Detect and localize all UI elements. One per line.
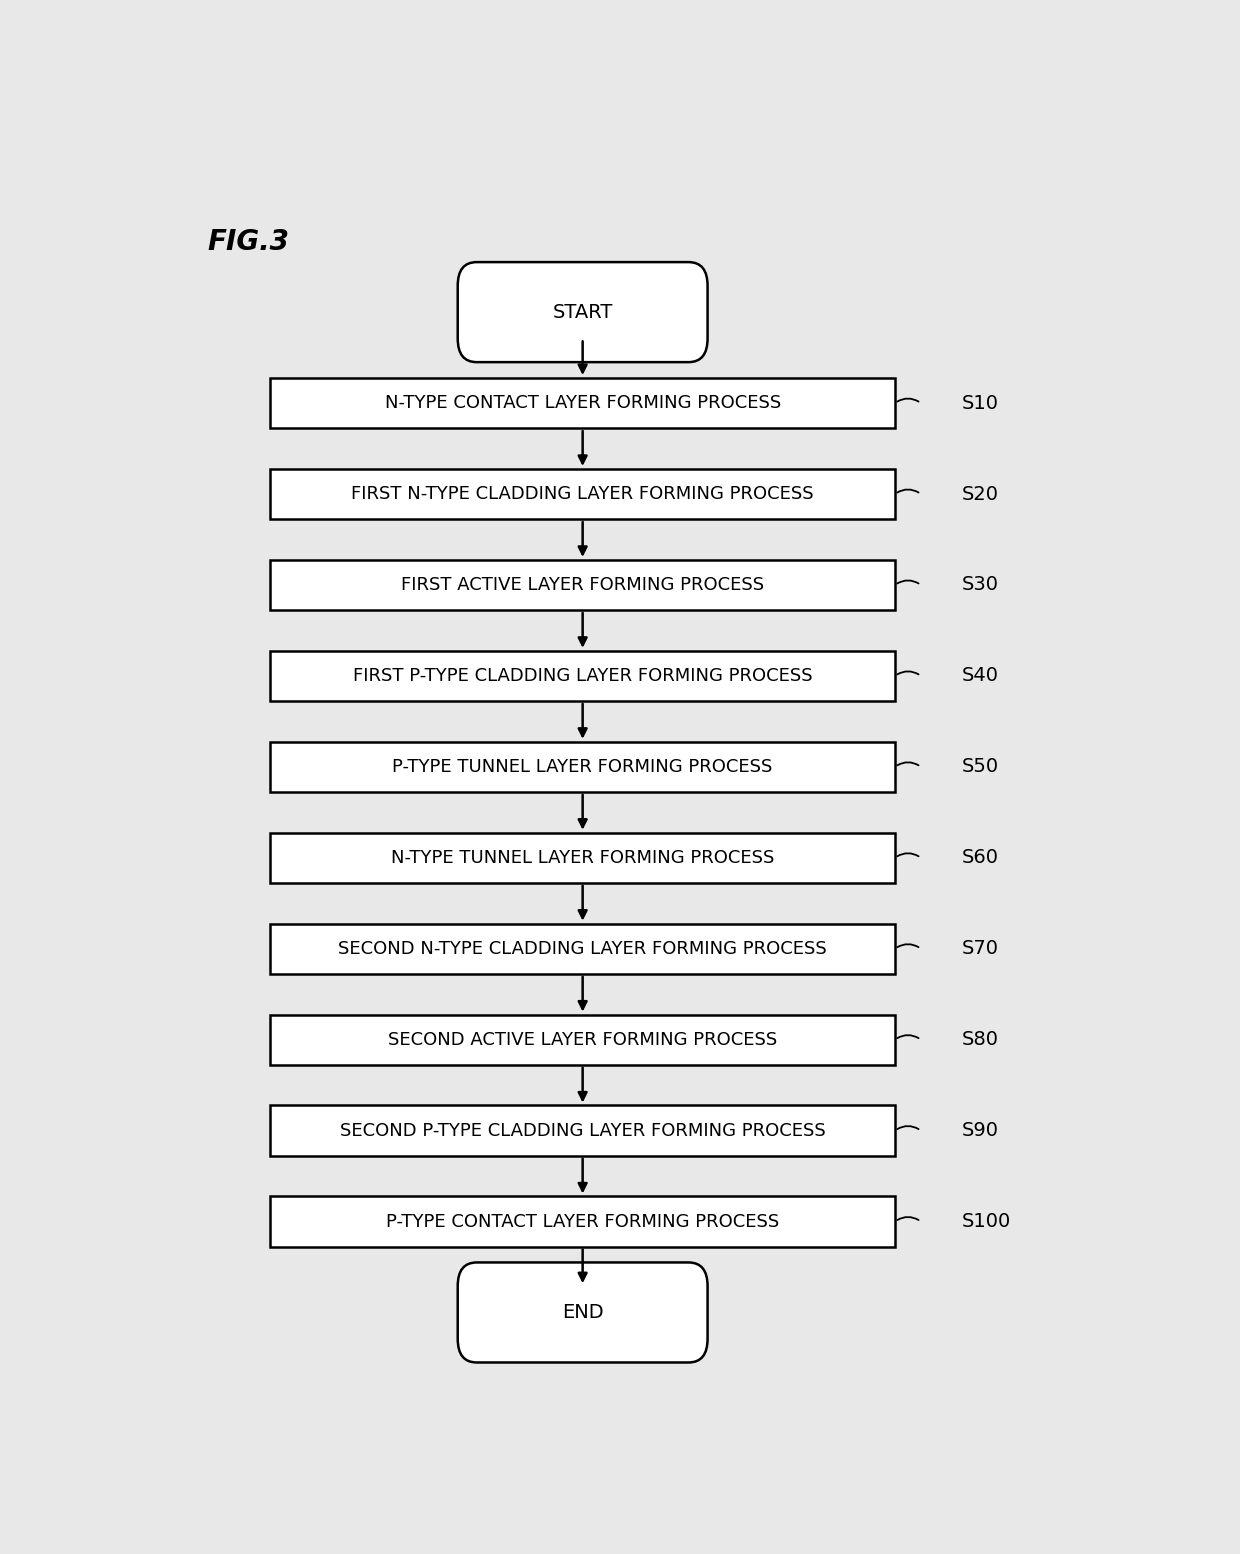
Text: S90: S90 [962,1120,999,1141]
FancyBboxPatch shape [458,263,708,362]
Text: START: START [553,303,613,322]
Text: N-TYPE CONTACT LAYER FORMING PROCESS: N-TYPE CONTACT LAYER FORMING PROCESS [384,395,781,412]
Text: S80: S80 [962,1030,999,1049]
Text: S20: S20 [962,485,999,503]
FancyBboxPatch shape [270,923,895,974]
Text: FIRST P-TYPE CLADDING LAYER FORMING PROCESS: FIRST P-TYPE CLADDING LAYER FORMING PROC… [353,667,812,685]
Text: N-TYPE TUNNEL LAYER FORMING PROCESS: N-TYPE TUNNEL LAYER FORMING PROCESS [391,848,774,867]
Text: END: END [562,1302,604,1322]
Text: S40: S40 [962,667,999,685]
FancyBboxPatch shape [270,378,895,429]
Text: FIRST N-TYPE CLADDING LAYER FORMING PROCESS: FIRST N-TYPE CLADDING LAYER FORMING PROC… [351,485,813,503]
FancyBboxPatch shape [270,833,895,883]
Text: P-TYPE CONTACT LAYER FORMING PROCESS: P-TYPE CONTACT LAYER FORMING PROCESS [386,1212,779,1231]
Text: S100: S100 [962,1212,1012,1231]
Text: SECOND N-TYPE CLADDING LAYER FORMING PROCESS: SECOND N-TYPE CLADDING LAYER FORMING PRO… [339,940,827,957]
FancyBboxPatch shape [270,559,895,611]
Text: FIG.3: FIG.3 [208,228,290,256]
Text: SECOND P-TYPE CLADDING LAYER FORMING PROCESS: SECOND P-TYPE CLADDING LAYER FORMING PRO… [340,1122,826,1139]
FancyBboxPatch shape [270,741,895,793]
FancyBboxPatch shape [270,1197,895,1246]
Text: S30: S30 [962,575,999,595]
FancyBboxPatch shape [270,469,895,519]
Text: S70: S70 [962,939,999,959]
Text: S60: S60 [962,848,999,867]
FancyBboxPatch shape [270,651,895,701]
Text: FIRST ACTIVE LAYER FORMING PROCESS: FIRST ACTIVE LAYER FORMING PROCESS [401,577,764,594]
FancyBboxPatch shape [458,1262,708,1363]
Text: S50: S50 [962,757,999,777]
FancyBboxPatch shape [270,1105,895,1156]
Text: SECOND ACTIVE LAYER FORMING PROCESS: SECOND ACTIVE LAYER FORMING PROCESS [388,1030,777,1049]
FancyBboxPatch shape [270,1015,895,1064]
Text: P-TYPE TUNNEL LAYER FORMING PROCESS: P-TYPE TUNNEL LAYER FORMING PROCESS [392,758,773,775]
Text: S10: S10 [962,393,999,412]
